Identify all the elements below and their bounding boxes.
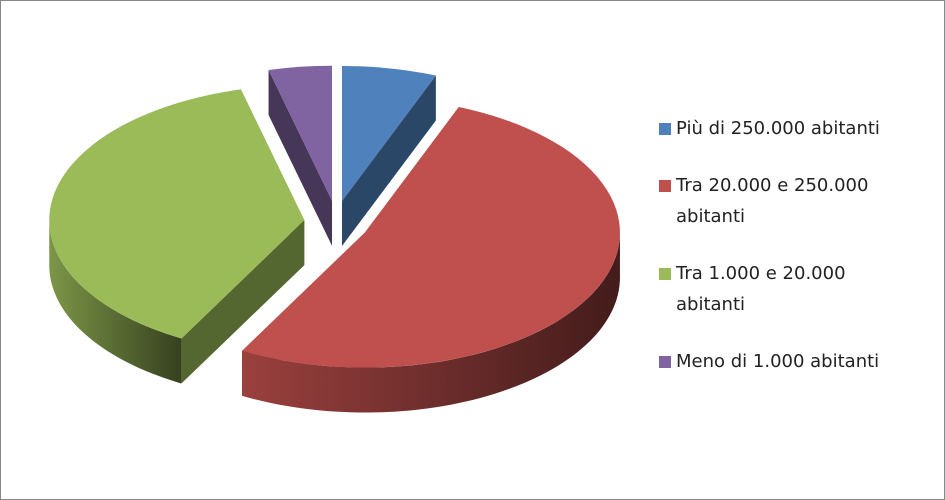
slice [49,89,305,384]
legend-label: Tra 1.000 e 20.000 abitanti [676,263,846,315]
pie-area [49,65,620,413]
slice-top [341,65,436,201]
legend-item: Tra 1.000 e 20.000 abitanti [659,258,909,320]
legend-item: Meno di 1.000 abitanti [659,346,909,377]
slice-face [181,220,305,384]
legend-swatch [659,356,671,368]
slice-wall [242,232,620,413]
slice-top [268,65,332,201]
legend-swatch [659,268,671,280]
legend-swatch [659,123,671,135]
slice-top [242,107,620,368]
slice [341,65,436,246]
slice-face [341,75,436,246]
legend-swatch [659,180,671,192]
legend-label: Tra 20.000 e 250.000 abitanti [676,175,869,227]
legend-label: Meno di 1.000 abitanti [676,351,880,372]
slice-face [268,70,332,246]
legend-item: Più di 250.000 abitanti [659,113,909,144]
slice [268,65,332,246]
legend-item: Tra 20.000 e 250.000 abitanti [659,170,909,232]
legend-label: Più di 250.000 abitanti [676,118,880,139]
legend: Più di 250.000 abitanti Tra 20.000 e 250.… [659,113,909,403]
slice-top [49,89,305,339]
slice-wall [49,220,182,384]
slice [242,107,620,413]
